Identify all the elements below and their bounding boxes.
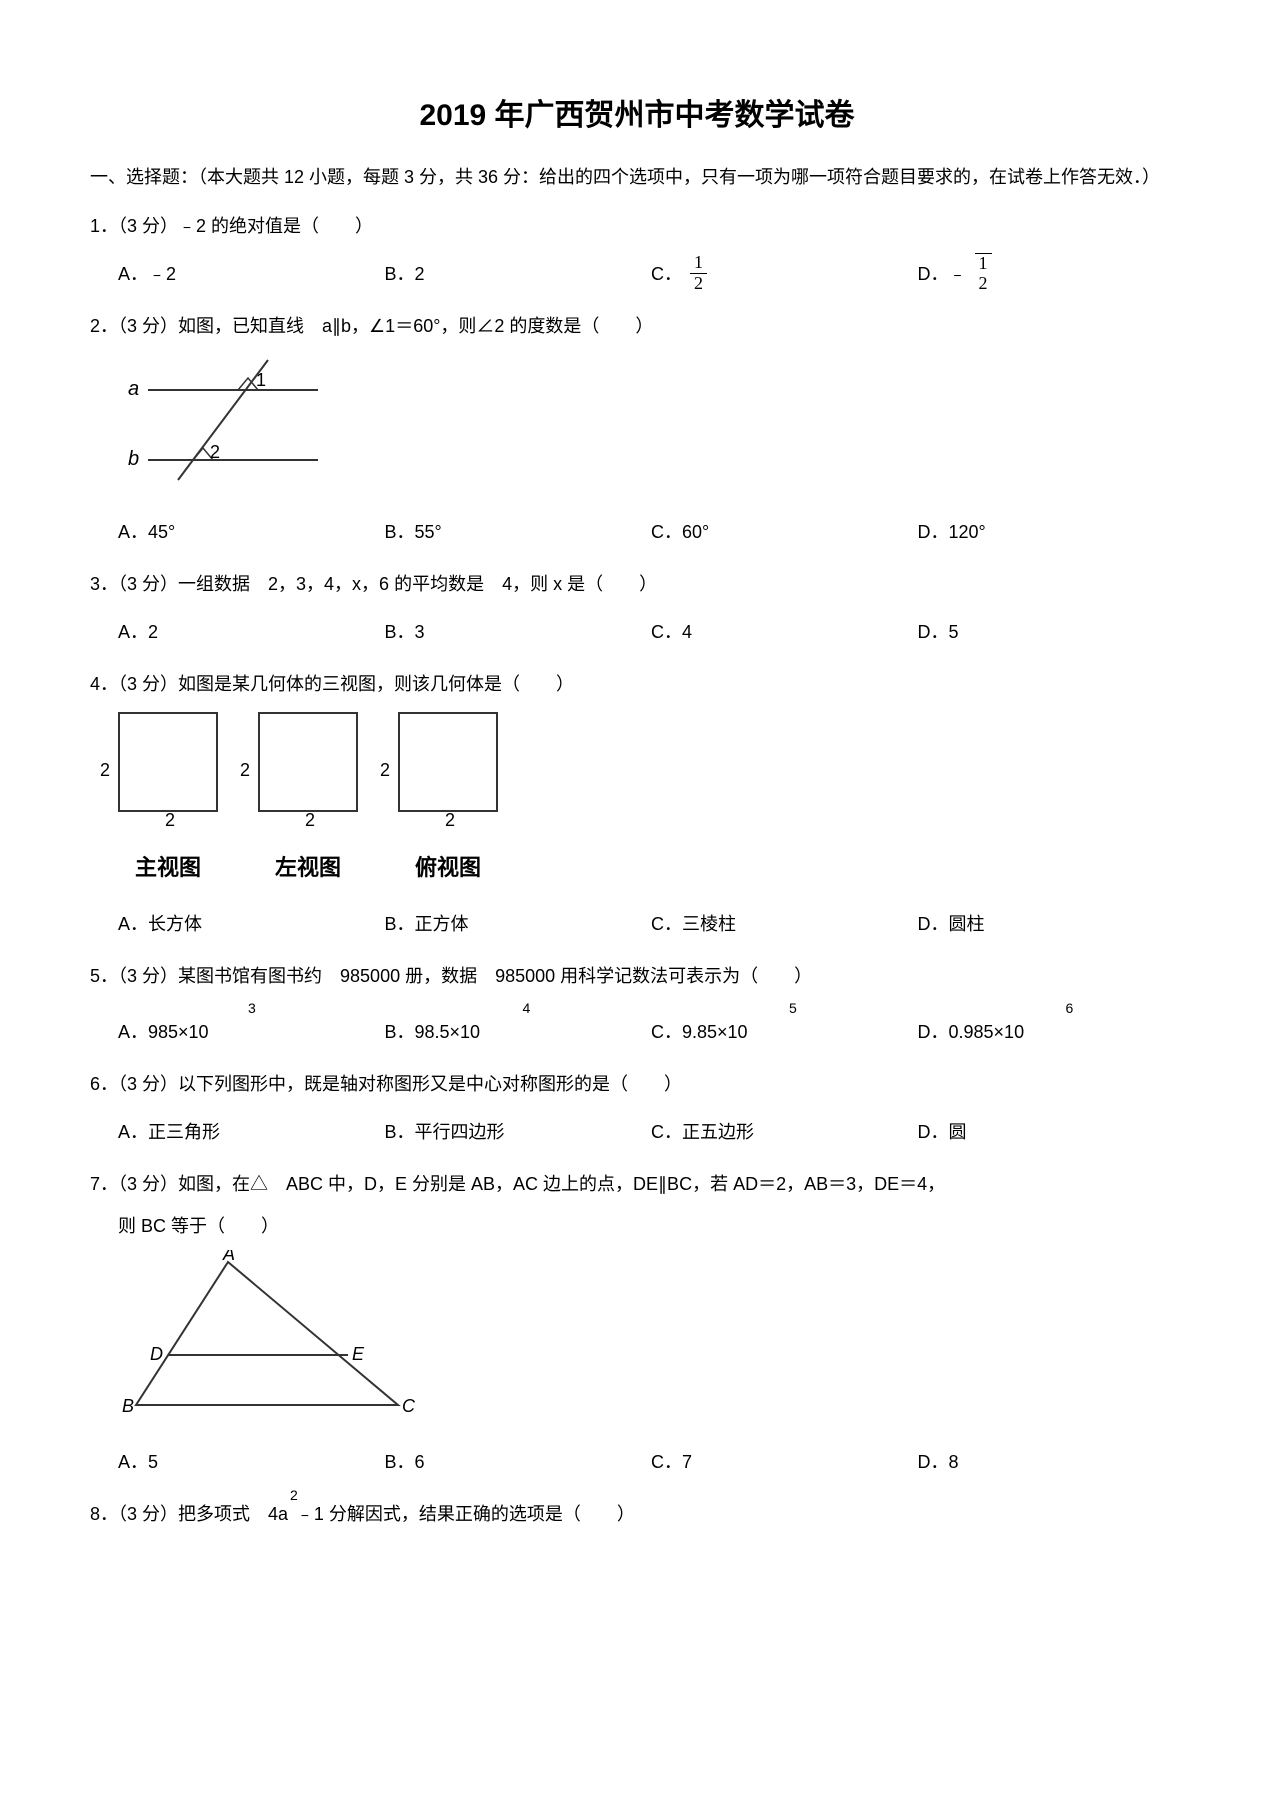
q5-choice-c: C．9.85×105: [651, 1008, 918, 1056]
q7-choice-c: C．7: [651, 1438, 918, 1486]
fraction: 12: [690, 253, 707, 294]
q4-choice-d: D．圆柱: [918, 900, 1185, 948]
question-2: 2．（3 分）如图，已知直线 a∥b，∠1＝60°，则∠2 的度数是（ ） a …: [90, 308, 1184, 556]
q8-stem: 8．（3 分）把多项式 4a2﹣1 分解因式，结果正确的选项是（ ）: [90, 1496, 1184, 1532]
q4-three-views-figure: 2 2 主视图 2 2 左视图 2 2 俯视图: [118, 712, 1184, 890]
question-5: 5．（3 分）某图书馆有图书约 985000 册，数据 985000 用科学记数…: [90, 958, 1184, 1056]
svg-text:E: E: [352, 1344, 365, 1364]
svg-text:A: A: [222, 1250, 235, 1264]
question-1: 1．（3 分）﹣2 的绝对值是（ ） A．﹣2 B．2 C． 12 D．﹣ 12: [90, 208, 1184, 298]
q7-choice-a: A．5: [118, 1438, 385, 1486]
q2-figure: a b 1 2: [118, 350, 1184, 502]
q6-choice-d: D．圆: [918, 1108, 1185, 1156]
q6-choice-c: C．正五边形: [651, 1108, 918, 1156]
top-view: 2 2 俯视图: [398, 712, 498, 890]
question-4: 4．（3 分）如图是某几何体的三视图，则该几何体是（ ） 2 2 主视图 2 2…: [90, 666, 1184, 948]
q3-choice-a: A．2: [118, 608, 385, 656]
front-view: 2 2 主视图: [118, 712, 218, 890]
q7-stem-2: 则 BC 等于（ ）: [90, 1208, 1184, 1244]
q7-figure: A B C D E: [118, 1250, 1184, 1432]
q2-choice-b: B．55°: [385, 508, 652, 556]
svg-text:a: a: [128, 378, 139, 400]
svg-text:C: C: [402, 1396, 416, 1416]
q3-stem: 3．（3 分）一组数据 2，3，4，x，6 的平均数是 4，则 x 是（ ）: [90, 566, 1184, 602]
q7-choice-d: D．8: [918, 1438, 1185, 1486]
q6-choice-b: B．平行四边形: [385, 1108, 652, 1156]
q3-choice-c: C．4: [651, 608, 918, 656]
q7-choice-b: B．6: [385, 1438, 652, 1486]
question-6: 6．（3 分）以下列图形中，既是轴对称图形又是中心对称图形的是（ ） A．正三角…: [90, 1066, 1184, 1156]
question-8: 8．（3 分）把多项式 4a2﹣1 分解因式，结果正确的选项是（ ）: [90, 1496, 1184, 1532]
svg-text:1: 1: [256, 370, 266, 390]
q4-choice-a: A．长方体: [118, 900, 385, 948]
q1-stem: 1．（3 分）﹣2 的绝对值是（ ）: [90, 208, 1184, 244]
q3-choice-d: D．5: [918, 608, 1185, 656]
fraction: 12: [975, 253, 992, 294]
q1-choice-d: D．﹣ 12: [918, 250, 1185, 298]
question-3: 3．（3 分）一组数据 2，3，4，x，6 的平均数是 4，则 x 是（ ） A…: [90, 566, 1184, 656]
q3-choice-b: B．3: [385, 608, 652, 656]
exam-title: 2019 年广西贺州市中考数学试卷: [90, 90, 1184, 134]
q2-choice-d: D．120°: [918, 508, 1185, 556]
left-view: 2 2 左视图: [258, 712, 358, 890]
section-1-header: 一、选择题：（本大题共 12 小题，每题 3 分，共 36 分：给出的四个选项中…: [90, 158, 1184, 198]
q4-choice-c: C．三棱柱: [651, 900, 918, 948]
q2-choice-c: C．60°: [651, 508, 918, 556]
q2-choice-a: A．45°: [118, 508, 385, 556]
q2-stem: 2．（3 分）如图，已知直线 a∥b，∠1＝60°，则∠2 的度数是（ ）: [90, 308, 1184, 344]
q4-stem: 4．（3 分）如图是某几何体的三视图，则该几何体是（ ）: [90, 666, 1184, 702]
q5-stem: 5．（3 分）某图书馆有图书约 985000 册，数据 985000 用科学记数…: [90, 958, 1184, 994]
q7-stem: 7．（3 分）如图，在△ ABC 中，D，E 分别是 AB，AC 边上的点，DE…: [90, 1166, 1184, 1202]
q6-choice-a: A．正三角形: [118, 1108, 385, 1156]
svg-text:D: D: [150, 1344, 163, 1364]
q1-choice-c: C． 12: [651, 250, 918, 298]
q1-choice-b: B．2: [385, 250, 652, 298]
q1-choice-a: A．﹣2: [118, 250, 385, 298]
question-7: 7．（3 分）如图，在△ ABC 中，D，E 分别是 AB，AC 边上的点，DE…: [90, 1166, 1184, 1486]
svg-text:2: 2: [210, 442, 220, 462]
svg-text:B: B: [122, 1396, 134, 1416]
svg-text:b: b: [128, 448, 139, 470]
q5-choice-b: B．98.5×104: [385, 1008, 652, 1056]
q6-stem: 6．（3 分）以下列图形中，既是轴对称图形又是中心对称图形的是（ ）: [90, 1066, 1184, 1102]
q5-choice-a: A．985×103: [118, 1008, 385, 1056]
q5-choice-d: D．0.985×106: [918, 1008, 1185, 1056]
q4-choice-b: B．正方体: [385, 900, 652, 948]
